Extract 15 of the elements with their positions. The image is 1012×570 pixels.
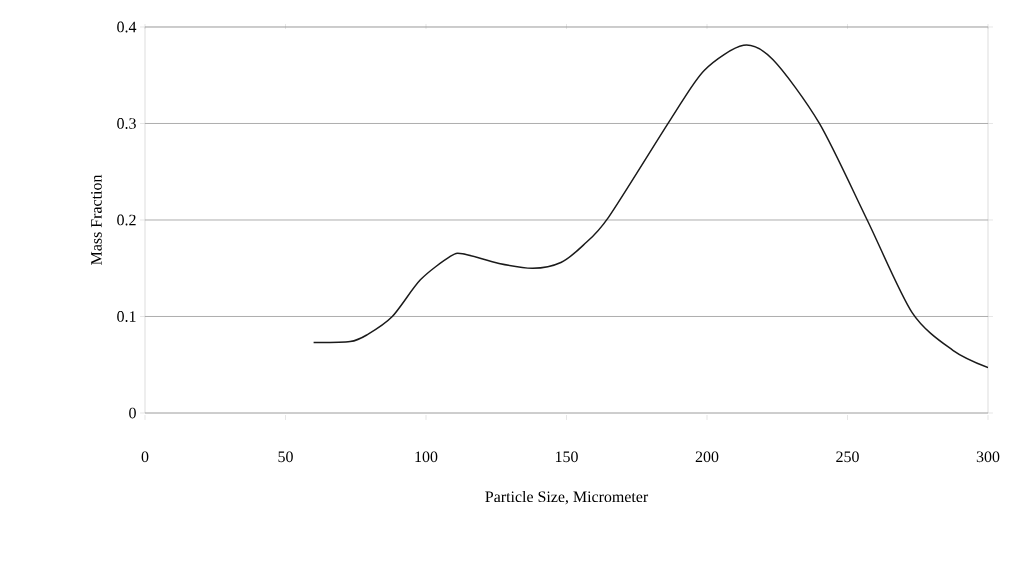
x-tick-label: 100: [415, 451, 438, 463]
y-tick-label: 0.4: [117, 21, 137, 33]
y-axis-title: Mass Fraction: [91, 174, 102, 265]
x-tick-label: 0: [141, 451, 149, 463]
x-tick-label: 150: [555, 451, 578, 463]
y-tick-label: 0.1: [117, 311, 136, 322]
y-tick-label: 0.3: [117, 118, 136, 129]
x-tick-label: 50: [278, 451, 293, 463]
x-axis-title: Particle Size, Micrometer: [485, 490, 649, 505]
y-tick-label: 0: [129, 407, 136, 419]
line-series: [312, 44, 989, 369]
x-tick-label: 250: [836, 451, 859, 463]
x-tick-label: 200: [695, 451, 719, 463]
x-tick-label: 300: [976, 451, 1000, 463]
y-tick-label: 0.2: [117, 214, 136, 226]
